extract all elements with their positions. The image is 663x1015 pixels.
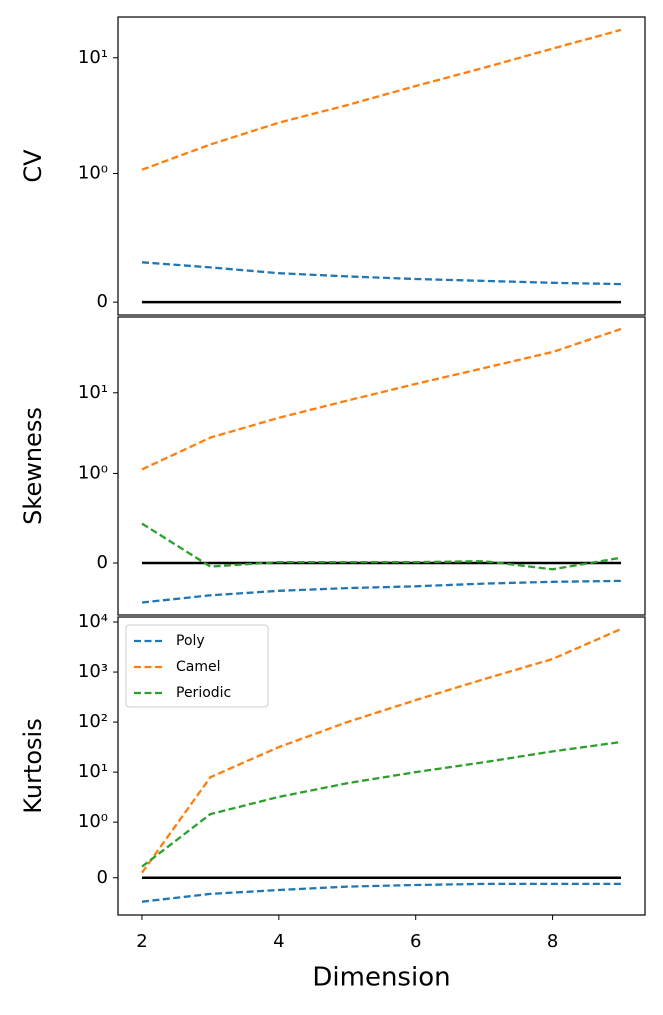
series-line [141,522,622,571]
series-line [141,261,622,286]
x-tick-label: 4 [273,931,284,952]
y-tick-label: 0 [97,867,108,888]
series-line [141,740,622,868]
series-line [141,627,622,874]
x-tick-label: 6 [410,931,421,952]
plot-frame [117,316,646,616]
legend-label: Poly [176,633,205,649]
x-tick-label: 2 [136,931,147,952]
x-axis-label: Dimension [312,963,450,993]
y-tick-label: 10⁰ [78,163,108,184]
y-axis-label: Kurtosis [19,718,47,813]
legend-label: Camel [176,659,221,675]
y-tick-label: 10² [78,711,108,732]
y-tick-label: 0 [97,552,108,573]
y-axis-label: Skewness [19,407,47,525]
y-axis-label: CV [19,149,47,183]
plot-frame [117,16,646,316]
y-tick-label: 10³ [78,661,108,682]
legend-label: Periodic [176,685,231,701]
y-tick-label: 10¹ [78,47,108,68]
legend: Poly Camel Periodic [125,624,269,708]
y-tick-label: 10⁴ [78,611,108,632]
y-tick-label: 10¹ [78,761,108,782]
series-line [141,28,622,171]
plot-frame [117,616,646,916]
y-tick-label: 10⁰ [78,811,108,832]
y-tick-label: 10¹ [78,382,108,403]
series-line [141,882,621,903]
series-line [141,327,622,471]
y-tick-label: 0 [97,291,108,312]
series-line [141,579,622,604]
x-tick-label: 8 [547,931,558,952]
legend-box [125,624,269,708]
y-tick-label: 10⁰ [78,462,108,483]
